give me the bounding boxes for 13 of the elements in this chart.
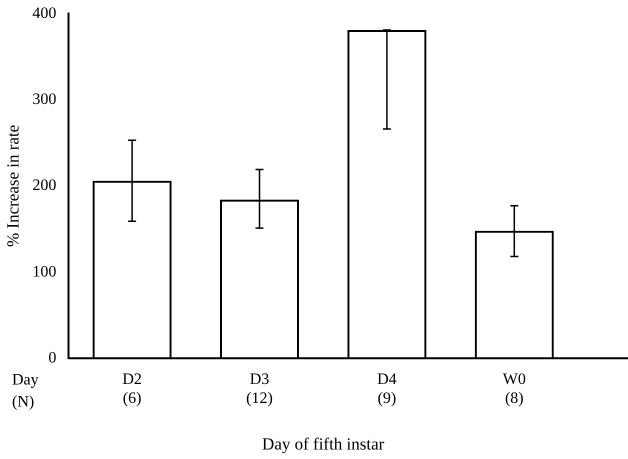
x-tick-label: D3 (12) [246, 371, 273, 408]
text: Day [12, 371, 39, 388]
x-tick-label: D4 (9) [377, 371, 397, 408]
y-tick-label: 0 [48, 349, 56, 366]
y-tick-label: 200 [32, 177, 56, 194]
y-tick-label: 100 [32, 263, 56, 280]
x-axis-title: Day of fifth instar [262, 434, 385, 454]
y-tick-label: 300 [32, 90, 56, 108]
y-axis-title: % Increase in rate [4, 124, 23, 248]
x-tick-label: W0 (8) [502, 371, 526, 408]
text: (N) [12, 393, 34, 410]
x-tick-label: D2 (6) [122, 371, 142, 408]
y-tick-label: 400 [32, 4, 56, 22]
